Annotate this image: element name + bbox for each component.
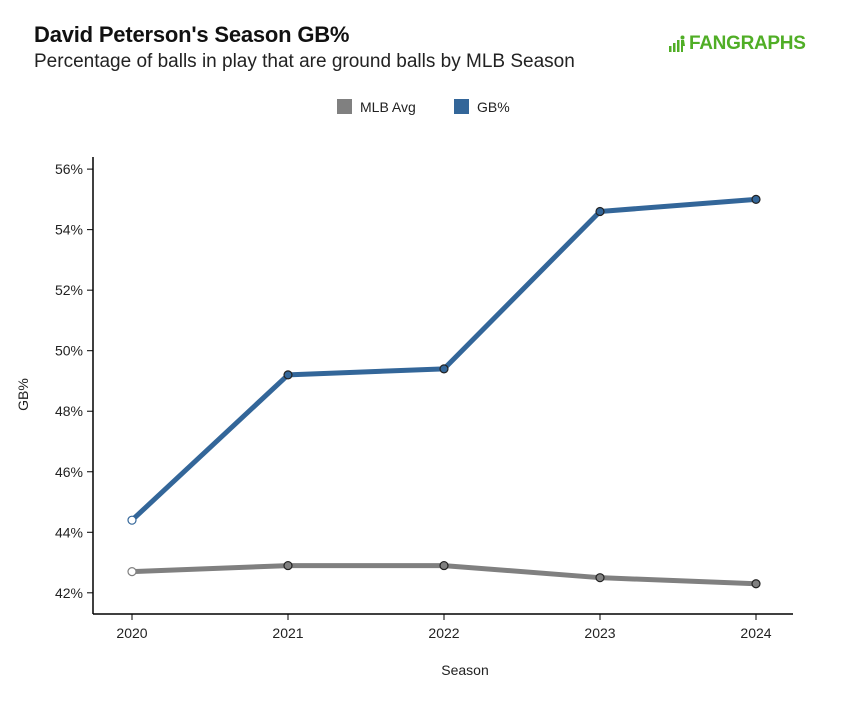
- data-point-mlb-avg: [595, 573, 605, 583]
- fangraphs-player-icon: [669, 35, 685, 52]
- x-tick-label: 2022: [428, 625, 459, 641]
- chart-subtitle: Percentage of balls in play that are gro…: [34, 51, 575, 72]
- y-axis-label: GB%: [15, 378, 31, 411]
- x-axis-label: Season: [441, 662, 488, 678]
- logo-text: FANGRAPHS: [689, 33, 806, 54]
- legend-swatch-gb-: [454, 99, 469, 114]
- chart-title: David Peterson's Season GB%: [34, 22, 350, 47]
- y-tick-label: 52%: [55, 282, 83, 298]
- y-tick-label: 44%: [55, 524, 83, 540]
- y-tick-label: 50%: [55, 343, 83, 359]
- y-tick-label: 46%: [55, 464, 83, 480]
- data-point-gb-: [595, 206, 605, 217]
- legend-label: MLB Avg: [360, 99, 416, 115]
- x-tick-label: 2020: [116, 625, 147, 641]
- data-point-gb-: [439, 364, 449, 374]
- y-tick-label: 48%: [55, 403, 83, 419]
- data-point-gb-: [751, 194, 761, 204]
- y-tick-label: 54%: [55, 222, 83, 238]
- series-line-gb-: [129, 196, 759, 523]
- x-tick-label: 2024: [740, 625, 771, 641]
- legend-swatch-mlb-avg: [337, 99, 352, 114]
- data-point-gb-: [283, 370, 293, 380]
- data-point-mlb-avg: [283, 560, 293, 571]
- data-point-mlb-avg: [439, 560, 449, 571]
- y-tick-label: 56%: [55, 161, 83, 177]
- legend-label: GB%: [477, 99, 510, 115]
- x-tick-label: 2023: [584, 625, 615, 641]
- data-point-mlb-avg: [751, 579, 761, 589]
- y-tick-label: 42%: [55, 585, 83, 601]
- data-point-mlb-avg: [127, 567, 137, 577]
- data-point-gb-: [127, 515, 137, 525]
- x-tick-label: 2021: [272, 625, 303, 641]
- fangraphs-logo: FANGRAPHS: [668, 33, 806, 55]
